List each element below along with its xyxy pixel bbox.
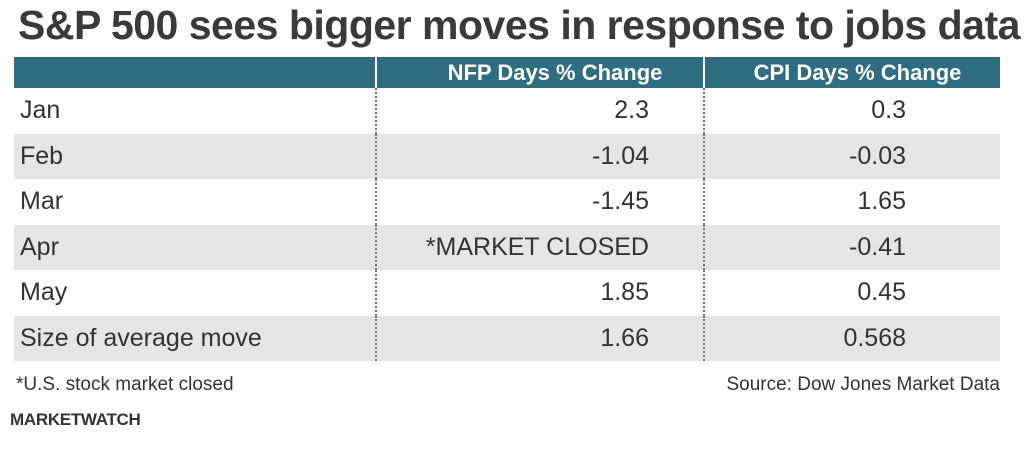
row-label-cell: Size of average move — [14, 315, 376, 361]
row-label-cell: Apr — [14, 224, 376, 270]
nfp-value-cell: -1.45 — [375, 179, 704, 225]
footnote: *U.S. stock market closed — [16, 374, 234, 395]
table-row: May 1.85 0.45 — [14, 270, 1000, 316]
brand-logo-text: MARKETWATCH — [10, 410, 141, 429]
table-row: Size of average move 1.66 0.568 — [14, 315, 1000, 361]
nfp-value-cell: *MARKET CLOSED — [375, 224, 704, 270]
table-body: Jan 2.3 0.3 Feb -1.04 -0.03 Mar -1.45 1.65 Apr *MA… — [14, 88, 1000, 361]
cpi-value-cell: 0.568 — [703, 315, 1000, 361]
nfp-value-cell: 2.3 — [375, 88, 704, 134]
table-row: Jan 2.3 0.3 — [14, 88, 1000, 134]
table-row: Feb -1.04 -0.03 — [14, 133, 1000, 179]
row-label-cell: Jan — [20, 96, 61, 125]
cpi-value-cell: 1.65 — [703, 179, 1000, 225]
cpi-value-cell: 0.45 — [703, 270, 1000, 316]
nfp-value-cell: -1.04 — [375, 133, 704, 179]
header-cell-nfp: NFP Days % Change — [376, 57, 705, 88]
cpi-value-cell: 0.3 — [703, 88, 1000, 134]
header-cell-cpi: CPI Days % Change — [704, 57, 1000, 88]
cpi-value-cell: -0.41 — [703, 224, 1000, 270]
cpi-value-cell: -0.03 — [703, 133, 1000, 179]
data-table-container: NFP Days % Change CPI Days % Change Jan 2… — [14, 57, 1000, 361]
nfp-value-cell: 1.66 — [375, 315, 704, 361]
header-cell-label — [14, 57, 377, 88]
table-row: Mar -1.45 1.65 — [14, 179, 1000, 225]
row-label-cell: May — [20, 278, 68, 307]
row-label-cell: Feb — [14, 133, 376, 179]
data-table: NFP Days % Change CPI Days % Change Jan 2… — [14, 57, 1000, 361]
table-row: Apr *MARKET CLOSED -0.41 — [14, 224, 1000, 270]
source-note: Source: Dow Jones Market Data — [726, 374, 1000, 395]
chart-title: S&P 500 sees bigger moves in response to… — [18, 2, 1020, 48]
nfp-value-cell: 1.85 — [375, 270, 704, 316]
row-label-cell: Mar — [20, 187, 64, 216]
table-header-row: NFP Days % Change CPI Days % Change — [14, 57, 1000, 88]
